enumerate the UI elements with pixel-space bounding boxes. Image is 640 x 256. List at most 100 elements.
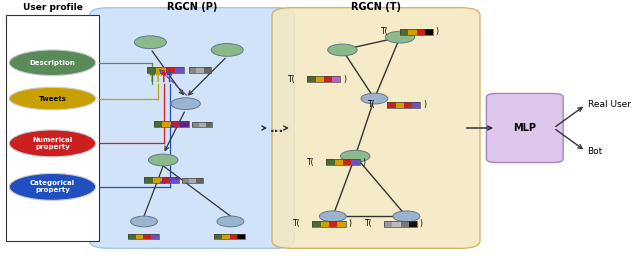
- Bar: [392, 221, 401, 227]
- Bar: [404, 102, 412, 108]
- Bar: [409, 221, 417, 227]
- Bar: [161, 177, 170, 183]
- Bar: [408, 29, 417, 35]
- Bar: [324, 76, 332, 82]
- Bar: [128, 234, 136, 239]
- Bar: [196, 67, 204, 73]
- Text: Categorical
property: Categorical property: [30, 180, 75, 193]
- Circle shape: [328, 44, 357, 56]
- Bar: [316, 76, 324, 82]
- Ellipse shape: [10, 174, 96, 200]
- Text: Numerical
property: Numerical property: [33, 137, 72, 150]
- Bar: [387, 102, 396, 108]
- Text: T(: T(: [307, 158, 315, 167]
- Bar: [147, 67, 184, 73]
- Circle shape: [171, 98, 200, 110]
- FancyBboxPatch shape: [272, 8, 480, 248]
- Circle shape: [361, 93, 388, 104]
- Bar: [312, 221, 321, 227]
- Circle shape: [131, 216, 157, 227]
- Bar: [230, 234, 237, 239]
- Bar: [417, 29, 425, 35]
- Text: T(: T(: [368, 100, 376, 109]
- Bar: [192, 122, 199, 127]
- Circle shape: [340, 150, 370, 162]
- Text: T(: T(: [365, 219, 372, 228]
- Bar: [412, 102, 420, 108]
- Bar: [343, 159, 351, 165]
- Bar: [312, 221, 346, 227]
- Bar: [332, 76, 340, 82]
- Circle shape: [211, 44, 243, 56]
- Bar: [425, 29, 433, 35]
- Bar: [147, 67, 157, 73]
- Bar: [144, 177, 179, 183]
- Bar: [199, 122, 205, 127]
- Text: User profile: User profile: [23, 3, 83, 12]
- Text: ): ): [343, 74, 346, 84]
- Bar: [153, 177, 161, 183]
- Bar: [189, 67, 196, 73]
- Bar: [157, 67, 166, 73]
- Bar: [136, 234, 143, 239]
- Text: ...: ...: [269, 122, 284, 134]
- Text: ): ): [362, 158, 365, 167]
- Bar: [329, 221, 337, 227]
- Bar: [384, 221, 392, 227]
- Text: ): ): [420, 219, 423, 228]
- Bar: [128, 234, 159, 239]
- Ellipse shape: [10, 130, 96, 157]
- Bar: [189, 67, 211, 73]
- Ellipse shape: [10, 50, 96, 76]
- Bar: [307, 76, 316, 82]
- Circle shape: [217, 216, 244, 227]
- Bar: [163, 121, 171, 127]
- Text: MLP: MLP: [513, 123, 536, 133]
- Bar: [337, 221, 346, 227]
- Bar: [166, 67, 175, 73]
- Bar: [172, 121, 180, 127]
- Circle shape: [134, 36, 166, 49]
- Bar: [182, 178, 203, 183]
- Bar: [400, 29, 408, 35]
- Bar: [384, 221, 417, 227]
- Text: Real User: Real User: [588, 100, 630, 110]
- Text: RGCN (T): RGCN (T): [351, 2, 401, 12]
- Bar: [154, 121, 189, 127]
- Ellipse shape: [10, 87, 96, 110]
- Bar: [400, 29, 433, 35]
- Circle shape: [148, 154, 178, 166]
- Text: T(: T(: [288, 74, 296, 84]
- Circle shape: [319, 211, 346, 222]
- Bar: [222, 234, 230, 239]
- Bar: [214, 234, 222, 239]
- Bar: [182, 178, 189, 183]
- Bar: [321, 221, 329, 227]
- Text: RGCN (P): RGCN (P): [167, 2, 217, 12]
- Bar: [396, 102, 404, 108]
- Bar: [170, 177, 179, 183]
- Circle shape: [385, 31, 415, 43]
- Bar: [214, 234, 245, 239]
- Bar: [175, 67, 184, 73]
- Bar: [151, 234, 159, 239]
- Text: Tweets: Tweets: [38, 95, 67, 102]
- Text: ): ): [348, 219, 351, 228]
- Bar: [326, 159, 335, 165]
- Bar: [180, 121, 189, 127]
- Bar: [335, 159, 343, 165]
- Bar: [326, 159, 360, 165]
- Text: T(: T(: [381, 27, 388, 36]
- Bar: [205, 122, 212, 127]
- Bar: [204, 67, 211, 73]
- FancyBboxPatch shape: [486, 93, 563, 163]
- Text: T(: T(: [293, 219, 301, 228]
- Text: ): ): [436, 27, 439, 36]
- Bar: [237, 234, 245, 239]
- Bar: [192, 122, 212, 127]
- Bar: [189, 178, 196, 183]
- Bar: [144, 177, 153, 183]
- Bar: [143, 234, 151, 239]
- Bar: [196, 178, 203, 183]
- Text: Description: Description: [29, 60, 76, 66]
